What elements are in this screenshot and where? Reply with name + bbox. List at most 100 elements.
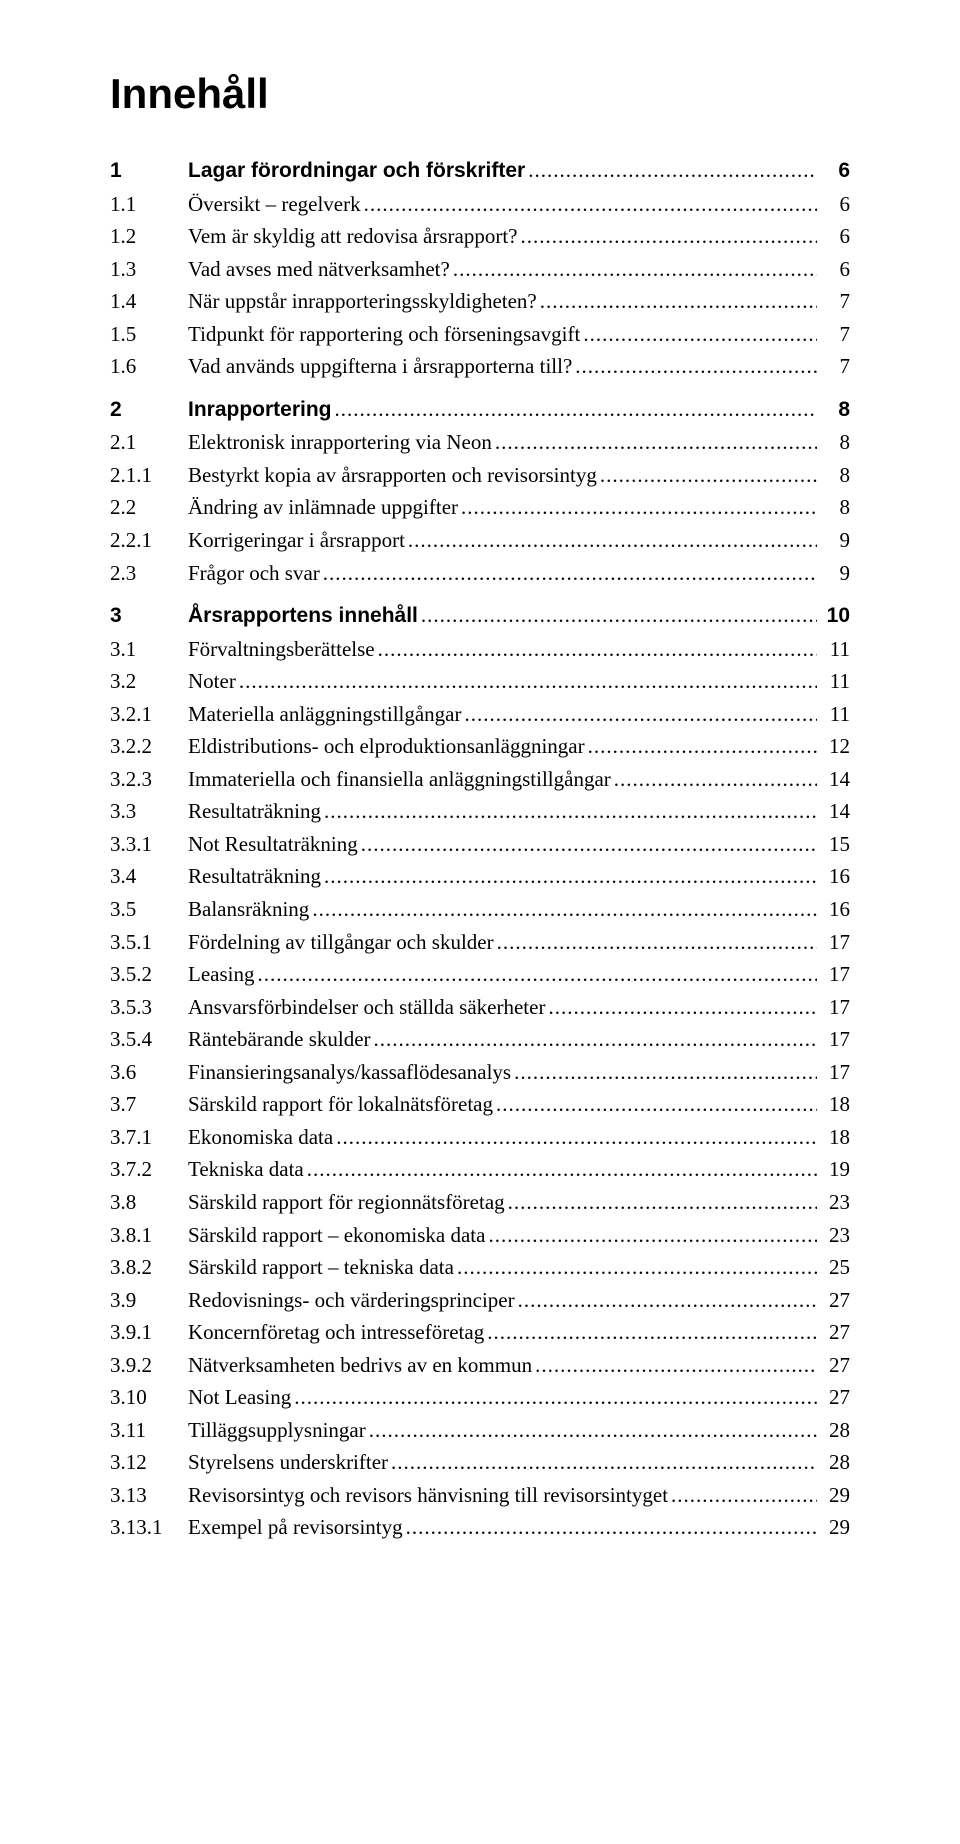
toc-row: 3.5Balansräkning........................… <box>110 893 850 926</box>
toc-row: 1.6Vad används uppgifterna i årsrapporte… <box>110 350 850 383</box>
toc-number: 3.5.1 <box>110 926 188 959</box>
toc-label: Balansräkning <box>188 893 309 926</box>
toc-label: Not Leasing <box>188 1381 291 1414</box>
toc-leader-dots: ........................................… <box>528 154 817 187</box>
toc-row: 3.5.1Fördelning av tillgångar och skulde… <box>110 926 850 959</box>
toc-row: 3.5.2Leasing............................… <box>110 958 850 991</box>
toc-leader-dots: ........................................… <box>421 599 817 632</box>
toc-leader-dots: ........................................… <box>453 253 817 286</box>
toc-label: Resultaträkning <box>188 860 321 893</box>
toc-page-number: 17 <box>820 1023 850 1056</box>
toc-leader-dots: ........................................… <box>518 1284 817 1317</box>
toc-leader-dots: ........................................… <box>520 220 817 253</box>
toc-leader-dots: ........................................… <box>583 318 817 351</box>
toc-page-number: 23 <box>820 1219 850 1252</box>
toc-number: 3.5.2 <box>110 958 188 991</box>
toc-page-number: 9 <box>820 524 850 557</box>
toc-number: 1.5 <box>110 318 188 351</box>
toc-leader-dots: ........................................… <box>461 491 817 524</box>
toc-number: 3.7.1 <box>110 1121 188 1154</box>
toc-leader-dots: ........................................… <box>369 1414 817 1447</box>
toc-label: Tidpunkt för rapportering och försenings… <box>188 318 580 351</box>
toc-label: Frågor och svar <box>188 557 320 590</box>
toc-row: 3.2.1Materiella anläggningstillgångar...… <box>110 698 850 731</box>
toc-page-number: 18 <box>820 1121 850 1154</box>
toc-label: Översikt – regelverk <box>188 188 361 221</box>
toc-number: 3.8.2 <box>110 1251 188 1284</box>
toc-row: 3.2.3Immateriella och finansiella anlägg… <box>110 763 850 796</box>
toc-row: 3.1Förvaltningsberättelse...............… <box>110 633 850 666</box>
toc-label: Ekonomiska data <box>188 1121 333 1154</box>
toc-row: 3.2Noter................................… <box>110 665 850 698</box>
toc-number: 3.2.1 <box>110 698 188 731</box>
toc-number: 3.9 <box>110 1284 188 1317</box>
toc-row: 1.5Tidpunkt för rapportering och förseni… <box>110 318 850 351</box>
toc-page-number: 27 <box>820 1316 850 1349</box>
toc-label: Lagar förordningar och förskrifter <box>188 155 525 188</box>
toc-page-number: 8 <box>820 491 850 524</box>
toc-label: Redovisnings- och värderingsprinciper <box>188 1284 515 1317</box>
toc-number: 3.11 <box>110 1414 188 1447</box>
page: Innehåll 1Lagar förordningar och förskri… <box>0 0 960 1624</box>
toc-row: 3.5.4Räntebärande skulder...............… <box>110 1023 850 1056</box>
toc-page-number: 11 <box>820 633 850 666</box>
toc-row: 2.1.1Bestyrkt kopia av årsrapporten och … <box>110 459 850 492</box>
toc-label: Eldistributions- och elproduktionsanlägg… <box>188 730 585 763</box>
toc-number: 3.2.2 <box>110 730 188 763</box>
toc-number: 2.2 <box>110 491 188 524</box>
toc-label: Immateriella och finansiella anläggnings… <box>188 763 611 796</box>
toc-page-number: 6 <box>820 220 850 253</box>
toc-leader-dots: ........................................… <box>378 633 817 666</box>
toc-page-number: 16 <box>820 860 850 893</box>
toc-leader-dots: ........................................… <box>364 188 817 221</box>
toc-leader-dots: ........................................… <box>540 285 817 318</box>
toc-row: 1.2Vem är skyldig att redovisa årsrappor… <box>110 220 850 253</box>
toc-number: 1.6 <box>110 350 188 383</box>
toc-page-number: 6 <box>820 188 850 221</box>
toc-leader-dots: ........................................… <box>488 1219 817 1252</box>
toc-page-number: 18 <box>820 1088 850 1121</box>
toc-row: 3Årsrapportens innehåll.................… <box>110 599 850 633</box>
toc-row: 3.3.1Not Resultaträkning................… <box>110 828 850 861</box>
toc-page-number: 8 <box>820 394 850 427</box>
toc-number: 3.5 <box>110 893 188 926</box>
toc-page-number: 8 <box>820 459 850 492</box>
toc-number: 3.8 <box>110 1186 188 1219</box>
toc-number: 3 <box>110 600 188 633</box>
toc-leader-dots: ........................................… <box>600 459 817 492</box>
toc-row: 3.7Särskild rapport för lokalnätsföretag… <box>110 1088 850 1121</box>
toc-row: 1.4När uppstår inrapporteringsskyldighet… <box>110 285 850 318</box>
toc-label: Ändring av inlämnade uppgifter <box>188 491 458 524</box>
toc-page-number: 14 <box>820 795 850 828</box>
toc-leader-dots: ........................................… <box>324 860 817 893</box>
toc-label: Inrapportering <box>188 394 332 427</box>
toc-row: 3.13.1Exempel på revisorsintyg..........… <box>110 1511 850 1544</box>
toc-page-number: 27 <box>820 1349 850 1382</box>
toc-page-number: 7 <box>820 350 850 383</box>
toc-number: 3.13.1 <box>110 1511 188 1544</box>
toc-page-number: 9 <box>820 557 850 590</box>
toc-number: 1.4 <box>110 285 188 318</box>
toc-label: Räntebärande skulder <box>188 1023 371 1056</box>
toc-label: Särskild rapport för regionnätsföretag <box>188 1186 505 1219</box>
toc-leader-dots: ........................................… <box>671 1479 817 1512</box>
toc-row: 3.6Finansieringsanalys/kassaflödesanalys… <box>110 1056 850 1089</box>
toc-number: 2 <box>110 394 188 427</box>
toc-leader-dots: ........................................… <box>312 893 817 926</box>
toc-leader-dots: ........................................… <box>497 926 817 959</box>
toc-number: 3.3.1 <box>110 828 188 861</box>
toc-leader-dots: ........................................… <box>323 557 817 590</box>
toc-row: 3.8.1Särskild rapport – ekonomiska data.… <box>110 1219 850 1252</box>
toc-number: 3.8.1 <box>110 1219 188 1252</box>
toc-leader-dots: ........................................… <box>457 1251 817 1284</box>
toc-row: 2.3Frågor och svar......................… <box>110 557 850 590</box>
toc-leader-dots: ........................................… <box>336 1121 817 1154</box>
toc-leader-dots: ........................................… <box>361 828 817 861</box>
toc-label: Korrigeringar i årsrapport <box>188 524 405 557</box>
toc-row: 3.11Tilläggsupplysningar................… <box>110 1414 850 1447</box>
toc-row: 3.2.2Eldistributions- och elproduktionsa… <box>110 730 850 763</box>
page-title: Innehåll <box>110 70 850 118</box>
toc-leader-dots: ........................................… <box>391 1446 817 1479</box>
toc-number: 1 <box>110 155 188 188</box>
toc-leader-dots: ........................................… <box>514 1056 817 1089</box>
